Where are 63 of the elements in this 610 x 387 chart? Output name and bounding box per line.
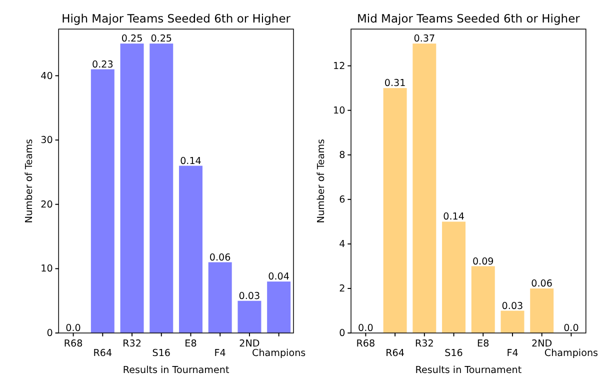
annotation: 0.14 bbox=[180, 156, 202, 167]
annotation: 0.09 bbox=[472, 256, 494, 268]
annotation: 0.06 bbox=[531, 278, 553, 290]
annotation: 0.23 bbox=[92, 59, 114, 70]
annotation: 0.03 bbox=[502, 300, 524, 312]
annotation: 0.03 bbox=[238, 290, 260, 302]
bar bbox=[500, 310, 524, 333]
y-tick-label: 10 bbox=[40, 264, 53, 275]
y-tick-label: 0 bbox=[339, 328, 346, 340]
x-tick-label: Champions bbox=[544, 348, 598, 359]
bar bbox=[120, 44, 144, 333]
annotation: 0.04 bbox=[268, 272, 290, 283]
x-tick-label: Champions bbox=[252, 348, 306, 359]
y-axis-title: Number of Teams bbox=[24, 138, 35, 224]
bar bbox=[267, 282, 291, 333]
y-tick-label: 6 bbox=[339, 194, 346, 206]
x-axis-title: Results in Tournament bbox=[415, 365, 522, 376]
annotation: 0.25 bbox=[150, 34, 172, 45]
x-tick-label: 2ND bbox=[239, 338, 260, 350]
bar bbox=[208, 262, 232, 333]
y-tick-label: 2 bbox=[339, 284, 346, 295]
bar bbox=[530, 288, 554, 333]
x-tick-label: E8 bbox=[477, 338, 490, 350]
bar bbox=[471, 266, 495, 333]
annotation: 0.06 bbox=[209, 252, 231, 264]
y-tick-label: 30 bbox=[40, 135, 53, 146]
x-tick-label: R68 bbox=[64, 338, 83, 350]
chart-title: Mid Major Teams Seeded 6th or Higher bbox=[357, 11, 580, 26]
bar bbox=[178, 166, 202, 333]
y-tick-label: 8 bbox=[339, 150, 346, 161]
annotation: 0.25 bbox=[121, 34, 143, 45]
bar bbox=[412, 44, 436, 333]
x-tick-label: R64 bbox=[93, 348, 112, 359]
y-axis-title: Number of Teams bbox=[316, 138, 328, 224]
annotation: 0.37 bbox=[414, 34, 436, 45]
bar bbox=[150, 44, 174, 333]
annotation: 0.31 bbox=[384, 78, 406, 90]
bar bbox=[238, 300, 262, 333]
x-tick-label: R64 bbox=[386, 348, 404, 359]
bar bbox=[442, 222, 466, 333]
annotation: 0.0 bbox=[358, 323, 374, 334]
x-tick-label: R32 bbox=[414, 338, 434, 350]
annotation: 0.14 bbox=[443, 212, 464, 223]
x-tick-label: S16 bbox=[152, 348, 171, 359]
x-tick-label: S16 bbox=[444, 348, 463, 359]
x-tick-label: F4 bbox=[506, 348, 518, 359]
x-tick-label: F4 bbox=[214, 348, 226, 359]
x-tick-label: R32 bbox=[122, 338, 142, 350]
y-tick-label: 40 bbox=[40, 70, 53, 82]
x-tick-label: E8 bbox=[184, 338, 197, 350]
x-tick-label: R68 bbox=[356, 338, 376, 350]
x-tick-label: 2ND bbox=[532, 338, 552, 350]
annotation: 0.0 bbox=[66, 323, 81, 334]
y-tick-label: 10 bbox=[333, 105, 346, 116]
x-axis-title: Results in Tournament bbox=[122, 365, 230, 376]
y-tick-label: 20 bbox=[40, 199, 53, 210]
bar bbox=[383, 88, 407, 333]
chart-title: High Major Teams Seeded 6th or Higher bbox=[62, 11, 291, 26]
bar bbox=[90, 69, 114, 333]
y-tick-label: 4 bbox=[339, 239, 346, 250]
annotation: 0.0 bbox=[564, 323, 579, 334]
y-tick-label: 0 bbox=[46, 328, 53, 340]
y-tick-label: 12 bbox=[333, 60, 346, 72]
